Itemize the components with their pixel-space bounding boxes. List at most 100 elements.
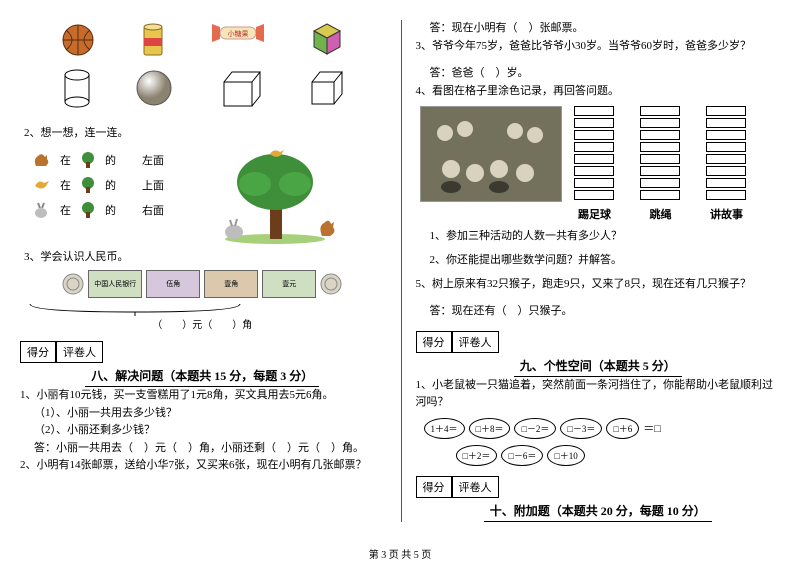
tally-col-b (640, 106, 680, 200)
tally-cell (640, 106, 680, 116)
score-table-9: 得分 评卷人 (416, 331, 781, 353)
sec10-title-wrap: 十、附加题（本题共 20 分，每题 10 分） (416, 500, 781, 522)
basketball-icon (60, 22, 96, 58)
pos-right: 右面 (142, 202, 164, 218)
tally-cell (574, 166, 614, 176)
tally-cell (574, 178, 614, 188)
rel-row-3: 在 的 右面 (32, 200, 200, 220)
geoshapes-row (20, 62, 385, 120)
rabbit-icon (32, 200, 52, 220)
tally-cell (640, 154, 680, 164)
lbl-jumprope: 跳绳 (636, 206, 686, 222)
tally-cell (706, 178, 746, 188)
left-column: 小糖果 2、想一想，连一连。 在 的 左面 (20, 20, 385, 522)
rmb-note-2: 伍角 (146, 270, 200, 298)
tally-cell (706, 118, 746, 128)
oval-1: 1＋4＝ (424, 418, 465, 439)
rel-row-2: 在 的 上面 (32, 176, 200, 194)
q2-label: 2、想一想，连一连。 (24, 124, 385, 140)
activity-picture (420, 106, 562, 202)
tally-chart (574, 106, 746, 200)
rmb-note-4: 壹元 (262, 270, 316, 298)
tally-cell (706, 190, 746, 200)
tally-cell (640, 166, 680, 176)
rel-in: 在 (60, 152, 71, 168)
score-table-8: 得分 评卷人 (20, 341, 385, 363)
sec10-title: 十、附加题（本题共 20 分，每题 10 分） (484, 500, 712, 522)
tally-cell (574, 190, 614, 200)
tally-cell (706, 166, 746, 176)
river-row-1: 1＋4＝ □＋8＝ □－2＝ □－3＝ □＋6 ＝□ (424, 418, 781, 439)
tally-cell (706, 130, 746, 140)
p1a: （1）、小丽一共用去多少钱？ (34, 405, 385, 423)
tally-cell (574, 130, 614, 140)
grader-label: 评卷人 (56, 341, 103, 363)
tally-labels: 踢足球 跳绳 讲故事 (570, 206, 781, 222)
tally-cell (640, 142, 680, 152)
r-q3: 3、爷爷今年75岁，爸爸比爷爷小30岁。当爷爷60岁时，爸爸多少岁？ (416, 38, 781, 56)
oval-6: □＋2＝ (456, 445, 498, 466)
tally-cell (640, 130, 680, 140)
lbl-story: 讲故事 (702, 206, 752, 222)
q5: 5、树上原来有32只猴子，跑走9只，又来了8只，现在还有几只猴子？ (416, 276, 781, 294)
oval-8: □＋10 (547, 445, 584, 466)
cube-icon (302, 68, 344, 110)
tally-cell (640, 178, 680, 188)
coin-icon (62, 273, 84, 295)
rel-in-2: 在 (60, 177, 71, 193)
sphere-icon (134, 68, 174, 108)
sec9-title-wrap: 九、个性空间（本题共 5 分） (416, 355, 781, 377)
tally-cell (640, 190, 680, 200)
q4-2: 2、你还能提出哪些数学问题？并解答。 (430, 252, 781, 270)
cylinder-icon (60, 68, 94, 110)
rel-of-3: 的 (105, 202, 116, 218)
coin-icon-2 (320, 273, 342, 295)
tree-small-icon-2 (79, 176, 97, 194)
p1ans: 答：小丽一共用去（ ）元（ ）角，小丽还剩（ ）元（ ）角。 (34, 440, 385, 458)
money-caption: （ ）元（ ）角 (20, 316, 385, 331)
rel-row-1: 在 的 左面 (32, 150, 200, 170)
tally-cell (706, 106, 746, 116)
grader-label-9: 评卷人 (452, 331, 499, 353)
q3-label-left: 3、学会认识人民币。 (24, 248, 385, 264)
oval-2: □＋8＝ (469, 418, 511, 439)
r-top-answer: 答：现在小明有（ ）张邮票。 (430, 20, 781, 38)
objects-row: 小糖果 (20, 20, 385, 62)
p2: 2、小明有14张邮票，送给小华7张，又买来6张，现在小明有几张邮票？ (20, 457, 385, 475)
lbl-football: 踢足球 (570, 206, 620, 222)
score-label-9: 得分 (416, 331, 452, 353)
page-footer: 第 3 页 共 5 页 (20, 546, 780, 561)
relations-list: 在 的 左面 在 的 上面 在 的 右面 (20, 144, 200, 244)
rubik-icon (310, 22, 344, 56)
tally-cell (574, 154, 614, 164)
r-q4: 4、看图在格子里涂色记录，再回答问题。 (416, 83, 781, 101)
can-icon (141, 22, 165, 60)
oval-7: □－6＝ (501, 445, 543, 466)
page-columns: 小糖果 2、想一想，连一连。 在 的 左面 (20, 20, 780, 522)
tally-cell (640, 118, 680, 128)
tally-cell (574, 142, 614, 152)
q9-1: 1、小老鼠被一只猫追着，突然前面一条河挡住了，你能帮助小老鼠顺利过河吗？ (416, 377, 781, 412)
sec8-title: 八、解决问题（本题共 15 分，每题 3 分） (85, 365, 319, 387)
oval-3: □－2＝ (514, 418, 556, 439)
score-label-10: 得分 (416, 476, 452, 498)
q4-1: 1、参加三种活动的人数一共有多少人？ (430, 228, 781, 246)
score-label: 得分 (20, 341, 56, 363)
svg-text:小糖果: 小糖果 (227, 29, 248, 38)
oval-4: □－3＝ (560, 418, 602, 439)
tree-scene-svg (210, 144, 340, 244)
rmb-note-1: 中国人民银行 (88, 270, 142, 298)
score-table-10: 得分 评卷人 (416, 476, 781, 498)
oval-5: □＋6 (606, 418, 639, 439)
ans5: 答：现在还有（ ）只猴子。 (430, 303, 781, 321)
tally-cell (574, 106, 614, 116)
tally-col-a (574, 106, 614, 200)
brace-row: （ ）元（ ）角 (20, 302, 385, 331)
pos-top: 上面 (142, 177, 164, 193)
tree-scene (210, 144, 340, 244)
tally-cell (706, 142, 746, 152)
p1: 1、小丽有10元钱，买一支雪糕用了1元8角，买文具用去5元6角。 (20, 387, 385, 405)
tally-col-c (706, 106, 746, 200)
rel-of: 的 (105, 152, 116, 168)
sec8-title-wrap: 八、解决问题（本题共 15 分，每题 3 分） (20, 365, 385, 387)
